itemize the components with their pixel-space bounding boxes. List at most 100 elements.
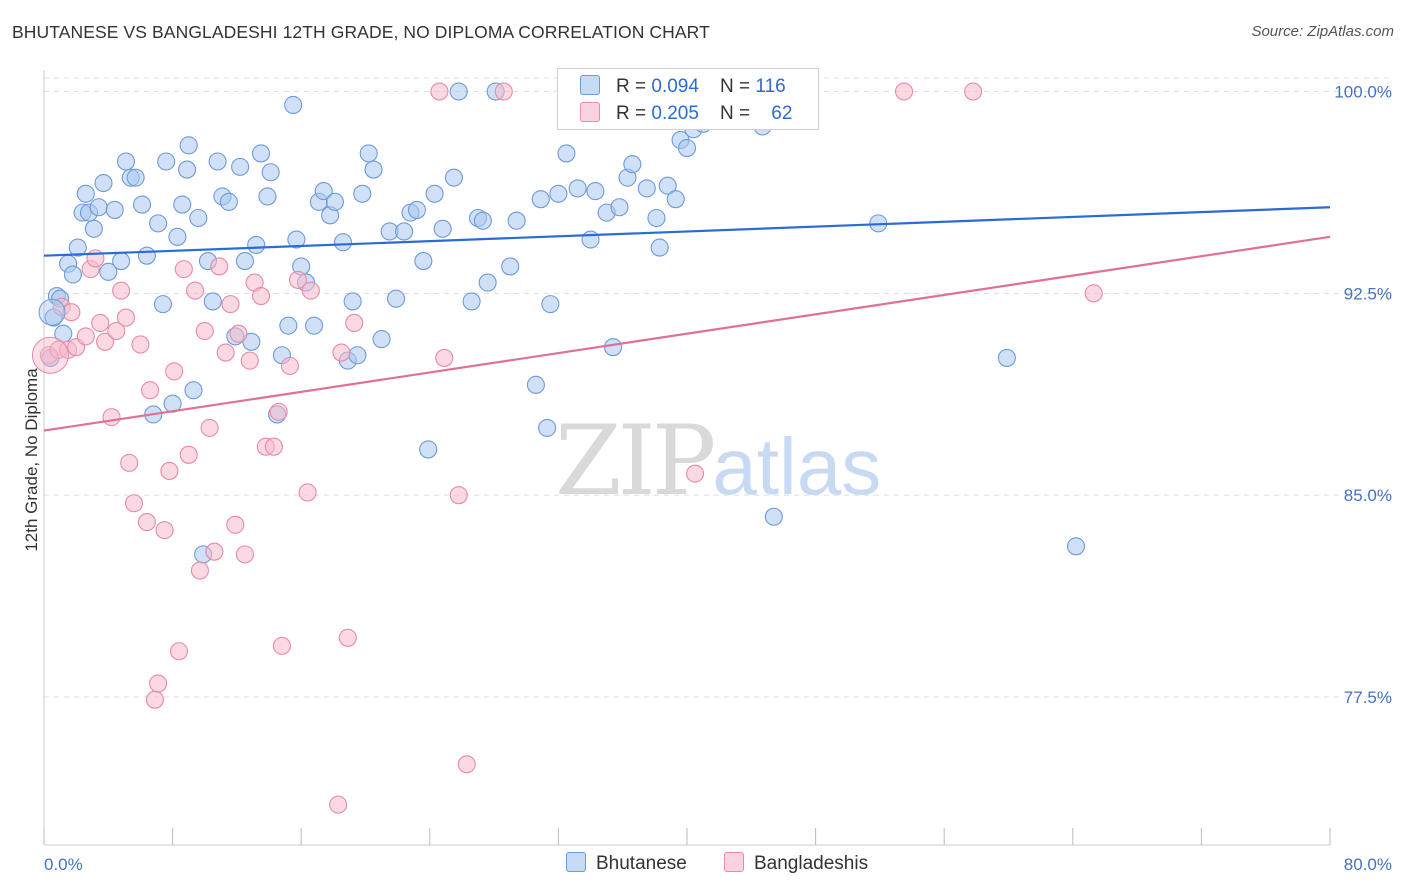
watermark-atlas: atlas [712, 422, 882, 511]
point-bangladeshis [131, 335, 150, 354]
y-axis-label: 12th Grade, No Diploma [22, 368, 41, 552]
point-bhutanese [173, 195, 192, 214]
legend-swatch-pink [580, 102, 600, 122]
trend-line-bhutanese [43, 206, 1331, 257]
legend-swatch-pink [724, 852, 744, 872]
point-bhutanese [258, 187, 277, 206]
point-bhutanese [348, 346, 367, 365]
point-bangladeshis [96, 332, 115, 351]
point-bangladeshis [332, 343, 351, 362]
point-bhutanese [219, 192, 238, 211]
point-bhutanese [314, 182, 333, 201]
point-bhutanese [126, 168, 145, 187]
point-bangladeshis [229, 324, 248, 343]
point-bhutanese [647, 208, 666, 228]
point-bhutanese [247, 235, 266, 254]
point-bangladeshis [200, 418, 219, 437]
point-bhutanese [287, 230, 306, 249]
point-bangladeshis [31, 336, 69, 374]
y-tick-label: 77.5% [1344, 688, 1392, 707]
point-bhutanese [153, 295, 173, 314]
point-bhutanese [343, 292, 362, 311]
x-tick-label: 80.0% [1344, 855, 1392, 874]
point-bangladeshis [155, 521, 174, 540]
point-bhutanese [38, 298, 66, 326]
legend-item-bhutanese[interactable]: Bhutanese [566, 852, 687, 875]
point-bangladeshis [345, 313, 364, 333]
point-bhutanese [586, 182, 605, 201]
point-bangladeshis [298, 483, 317, 502]
point-bangladeshis [435, 348, 454, 367]
point-bangladeshis [112, 281, 131, 300]
point-bhutanese [208, 152, 227, 171]
point-bhutanese [353, 184, 372, 203]
point-bhutanese [178, 160, 197, 179]
legend-n-value: 62 [771, 103, 793, 124]
point-bhutanese [149, 214, 168, 233]
point-bhutanese [137, 246, 156, 265]
point-bhutanese [133, 195, 152, 214]
point-bangladeshis [457, 755, 476, 774]
y-tick-label: 100.0% [1334, 83, 1392, 102]
point-bhutanese [99, 262, 118, 281]
source-label: Source: ZipAtlas.com [1251, 23, 1394, 40]
point-bhutanese [623, 155, 642, 174]
point-bhutanese [997, 348, 1016, 367]
point-bhutanese [84, 219, 103, 238]
point-bangladeshis [338, 628, 357, 647]
legend-item-bangladeshis[interactable]: Bangladeshis [724, 852, 868, 875]
point-bhutanese [157, 152, 176, 171]
x-tick-label: 0.0% [44, 855, 83, 874]
point-bangladeshis [174, 260, 193, 279]
point-bangladeshis [280, 356, 299, 376]
point-bhutanese [637, 179, 656, 198]
point-bhutanese [407, 200, 426, 219]
point-bhutanese [94, 173, 113, 193]
point-bhutanese [189, 208, 208, 228]
point-bangladeshis [264, 437, 283, 456]
point-bhutanese [433, 219, 452, 238]
point-bhutanese [235, 252, 254, 271]
legend-row-bhutanese: R = 0.094 N = 116 [580, 75, 786, 99]
point-bangladeshis [240, 351, 259, 370]
point-bangladeshis [149, 674, 168, 693]
point-bhutanese [68, 238, 87, 257]
point-bhutanese [1066, 537, 1086, 556]
point-bhutanese [568, 179, 587, 198]
legend-n-value: 116 [755, 76, 786, 97]
point-bhutanese [419, 440, 438, 459]
legend-n-label: N = [720, 103, 756, 124]
legend-swatch-blue [580, 75, 600, 95]
point-bhutanese [203, 292, 222, 311]
point-bhutanese [557, 144, 576, 163]
point-bangladeshis [120, 453, 139, 472]
point-bangladeshis [190, 561, 209, 580]
point-bhutanese [386, 289, 406, 308]
point-bhutanese [116, 152, 136, 171]
point-bhutanese [449, 82, 468, 101]
legend-row-bangladeshis: R = 0.205 N = 62 [580, 102, 792, 126]
point-bhutanese [242, 332, 261, 351]
point-bhutanese [76, 184, 95, 203]
y-tick-label: 85.0% [1344, 486, 1392, 505]
point-bangladeshis [964, 82, 983, 101]
point-bhutanese [251, 144, 271, 163]
point-bangladeshis [210, 257, 229, 276]
point-bangladeshis [269, 402, 288, 421]
point-bangladeshis [124, 494, 144, 513]
legend-r-label: R = [616, 103, 652, 124]
point-bhutanese [501, 257, 520, 276]
trend-line-bangladeshis [43, 235, 1331, 432]
point-bangladeshis [179, 445, 198, 464]
point-bangladeshis [62, 303, 81, 322]
stats-legend: R = 0.094 N = 116 R = 0.205 N = 62 [557, 68, 819, 130]
trend-lines [43, 206, 1331, 432]
point-bangladeshis [685, 464, 705, 483]
watermark-zip: ZIP [555, 405, 716, 517]
y-tick-label: 92.5% [1344, 284, 1392, 303]
point-bangladeshis [301, 281, 320, 300]
point-bangladeshis [430, 82, 449, 101]
point-bangladeshis [195, 321, 214, 341]
point-bangladeshis [137, 513, 156, 532]
